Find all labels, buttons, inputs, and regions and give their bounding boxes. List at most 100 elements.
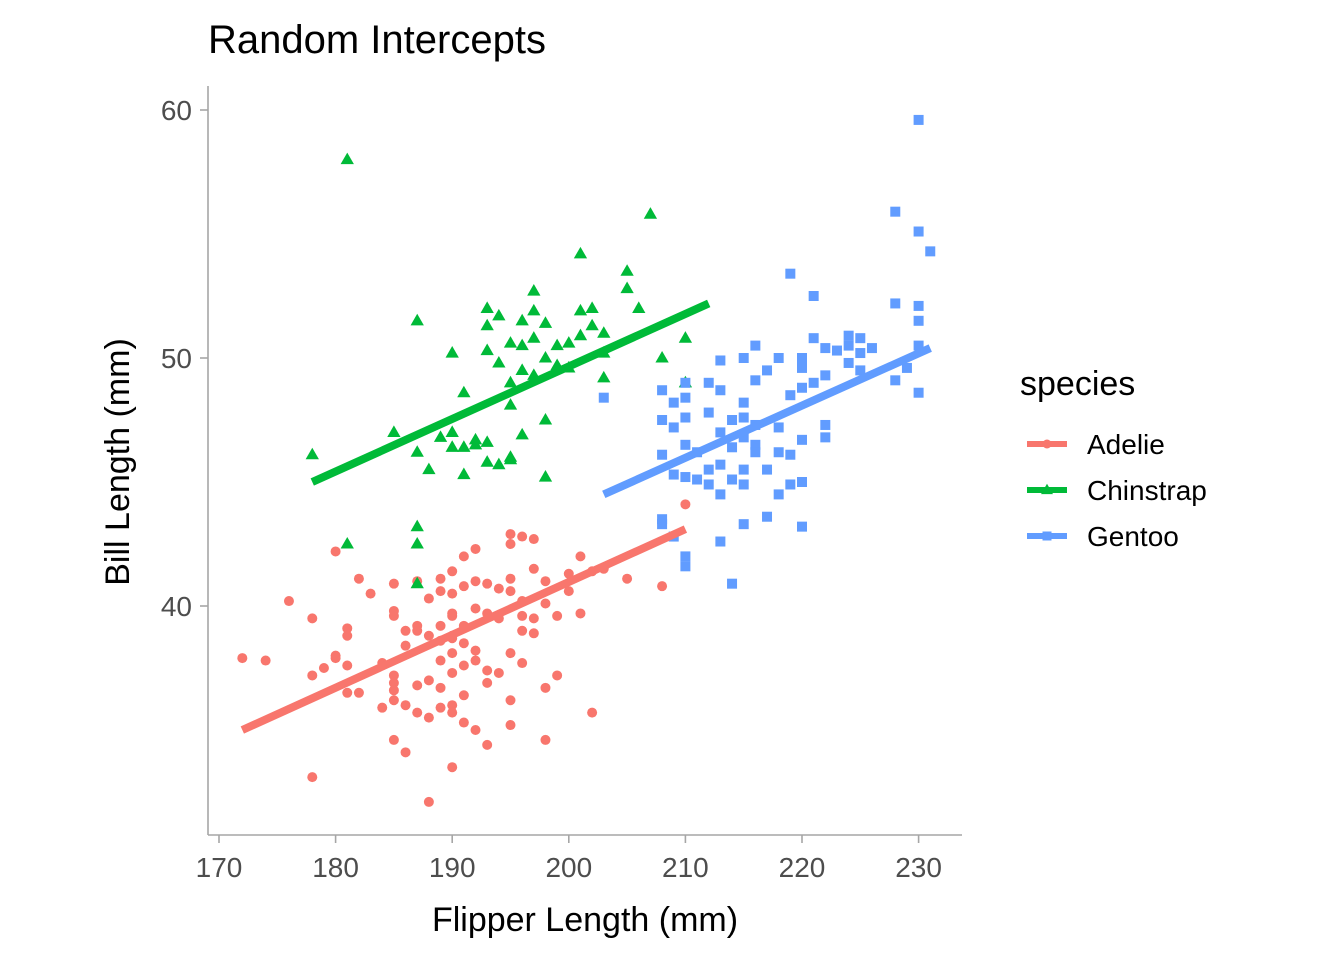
gentoo-point xyxy=(703,464,714,475)
gentoo-point xyxy=(680,392,691,403)
gentoo-point xyxy=(797,477,807,487)
gentoo-point xyxy=(715,427,726,438)
x-tick-label: 200 xyxy=(545,852,592,883)
gentoo-point xyxy=(598,392,609,403)
gentoo-point xyxy=(855,365,866,376)
adelie-point xyxy=(307,772,318,783)
gentoo-point xyxy=(715,385,726,396)
adelie-point xyxy=(505,720,516,731)
chinstrap-point xyxy=(632,301,646,313)
adelie-point xyxy=(388,695,399,706)
gentoo-point xyxy=(762,511,773,522)
adelie-point xyxy=(435,702,446,713)
chinstrap-point xyxy=(597,370,611,383)
gentoo-point xyxy=(680,561,691,572)
gentoo-point xyxy=(785,449,796,460)
chinstrap-point xyxy=(480,301,494,313)
adelie-point xyxy=(353,687,364,698)
adelie-point xyxy=(540,682,551,693)
chinstrap-point xyxy=(515,338,529,351)
adelie-point xyxy=(400,700,411,711)
adelie-point xyxy=(458,551,469,562)
gentoo-point xyxy=(727,578,738,589)
adelie-fit-line xyxy=(240,525,688,734)
adelie-point xyxy=(435,682,446,693)
adelie-point xyxy=(505,695,516,706)
gentoo-point xyxy=(657,449,668,460)
adelie-point xyxy=(505,586,516,597)
gentoo-point xyxy=(785,390,796,401)
chinstrap-point xyxy=(538,316,553,328)
gentoo-point xyxy=(738,464,749,475)
gentoo-point xyxy=(797,434,807,445)
legend-label-gentoo: Gentoo xyxy=(1087,521,1179,552)
adelie-point xyxy=(470,543,481,554)
chinstrap-point xyxy=(480,343,494,356)
chinstrap-point xyxy=(597,326,611,338)
gentoo-point xyxy=(855,333,866,344)
chinstrap-fit-line xyxy=(310,299,711,486)
adelie-point xyxy=(447,608,458,619)
adelie-point xyxy=(470,725,481,735)
adelie-point xyxy=(412,707,423,718)
chinstrap-point xyxy=(515,427,529,440)
adelie-point xyxy=(423,675,434,686)
gentoo-point xyxy=(750,375,761,386)
gentoo-point xyxy=(703,479,714,490)
gentoo-point xyxy=(797,382,807,393)
adelie-point xyxy=(342,623,353,634)
adelie-point xyxy=(388,670,399,681)
chinstrap-point xyxy=(445,440,459,452)
gentoo-point xyxy=(727,442,738,453)
adelie-point xyxy=(423,630,434,641)
x-tick-label: 220 xyxy=(779,852,826,883)
adelie-point xyxy=(563,586,574,597)
gentoo-point xyxy=(925,246,936,257)
gentoo-point xyxy=(668,422,679,433)
gentoo-point xyxy=(680,551,691,562)
adelie-point xyxy=(412,680,423,691)
chinstrap-point xyxy=(457,385,471,398)
gentoo-point xyxy=(913,340,924,351)
adelie-point xyxy=(517,610,528,621)
gentoo-point xyxy=(738,479,749,490)
adelie-point xyxy=(657,581,668,592)
chinstrap-point xyxy=(515,313,529,326)
adelie-point xyxy=(330,653,341,664)
chinstrap-point xyxy=(503,452,518,465)
chinstrap-point xyxy=(573,246,588,259)
gentoo-point xyxy=(680,377,691,388)
chinstrap-point xyxy=(410,313,424,326)
adelie-point xyxy=(435,655,446,666)
chinstrap-point xyxy=(492,457,506,470)
adelie-point xyxy=(482,578,493,589)
gentoo-point xyxy=(773,447,784,458)
adelie-point xyxy=(482,665,493,676)
legend-label-chinstrap: Chinstrap xyxy=(1087,475,1207,506)
adelie-point xyxy=(388,734,399,745)
adelie-point xyxy=(482,739,493,750)
gentoo-point xyxy=(820,370,831,381)
adelie-point xyxy=(552,610,563,621)
adelie-point xyxy=(388,578,399,589)
chinstrap-point xyxy=(410,445,424,457)
fit-lines-layer xyxy=(240,299,932,734)
x-tick-label: 210 xyxy=(662,852,709,883)
gentoo-point xyxy=(866,343,877,354)
chinstrap-point xyxy=(457,440,471,452)
chinstrap-point xyxy=(527,331,541,343)
adelie-point xyxy=(330,546,341,557)
y-tick-label: 50 xyxy=(161,343,192,374)
chinstrap-point xyxy=(573,328,588,341)
gentoo-point xyxy=(657,415,668,425)
adelie-point xyxy=(575,551,586,562)
chinstrap-point xyxy=(480,435,494,447)
y-tick-label: 40 xyxy=(161,591,192,622)
points-layer xyxy=(237,114,936,807)
gentoo-point xyxy=(773,422,784,433)
gentoo-point xyxy=(715,536,726,547)
adelie-point xyxy=(458,717,469,728)
legend-title: species xyxy=(1020,365,1135,403)
gentoo-point xyxy=(657,514,668,525)
